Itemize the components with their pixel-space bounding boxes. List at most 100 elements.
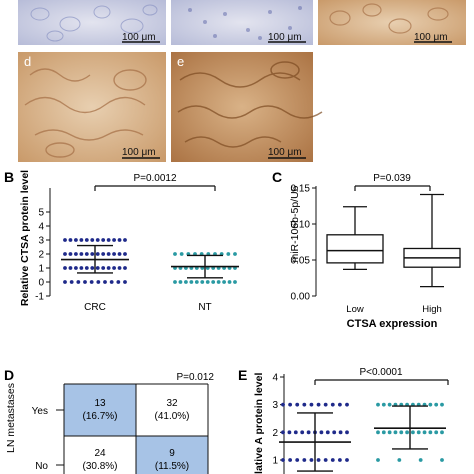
data-point bbox=[309, 458, 314, 462]
histology-image-a: 100 μm bbox=[18, 0, 166, 45]
data-point bbox=[281, 430, 285, 435]
data-point bbox=[330, 458, 335, 462]
data-point bbox=[337, 402, 342, 407]
c-xlabel: CTSA expression bbox=[347, 318, 438, 330]
data-point bbox=[376, 430, 380, 435]
data-point bbox=[281, 402, 285, 407]
data-point bbox=[428, 430, 433, 435]
data-point bbox=[416, 430, 421, 435]
box-iqr bbox=[326, 234, 384, 264]
data-point bbox=[397, 458, 402, 462]
e-y-tick-label: 1 bbox=[272, 456, 278, 467]
data-point bbox=[123, 266, 127, 270]
data-point bbox=[418, 458, 423, 462]
panel-letter-c: C bbox=[272, 169, 282, 185]
data-point bbox=[106, 238, 111, 242]
data-point bbox=[101, 266, 106, 270]
c-y-tick-label: 0.10 bbox=[291, 220, 311, 231]
panel-letter-d-table: D bbox=[4, 367, 14, 383]
data-point bbox=[95, 252, 100, 256]
b-y-tick-label: 2 bbox=[38, 250, 44, 261]
data-point bbox=[194, 280, 199, 284]
data-point bbox=[316, 458, 321, 462]
data-point bbox=[387, 402, 392, 407]
scale-bar-label: 100 μm bbox=[122, 32, 156, 43]
data-point bbox=[63, 266, 67, 270]
data-point bbox=[84, 252, 89, 256]
data-point bbox=[84, 238, 89, 242]
data-point bbox=[106, 252, 111, 256]
data-point bbox=[112, 266, 116, 270]
data-point bbox=[96, 280, 101, 284]
data-point bbox=[295, 402, 300, 407]
panel-c-chart: C miR-106b-5p/U6 0.00 0.05 0.10 0.15 P=0.03… bbox=[272, 169, 461, 330]
data-point bbox=[281, 458, 285, 462]
data-point bbox=[288, 458, 293, 462]
data-point bbox=[116, 280, 121, 284]
data-point bbox=[325, 430, 330, 435]
panel-letter-b: B bbox=[4, 169, 14, 185]
histology-image-b: 100 μm bbox=[171, 0, 313, 45]
data-point bbox=[319, 430, 324, 435]
b-y-tick-label: 4 bbox=[38, 222, 44, 233]
data-point bbox=[287, 430, 292, 435]
data-point bbox=[106, 266, 111, 270]
data-point bbox=[112, 252, 116, 256]
panel-e-chart: E Relative A protein level 1 2 3 4 P<0.0001 bbox=[238, 367, 449, 474]
data-point bbox=[288, 402, 293, 407]
panel-b-chart: B Relative CTSA protein level -1 0 1 2 3 4 5 P… bbox=[4, 169, 239, 313]
data-point bbox=[89, 280, 94, 284]
d-cell-yes-low bbox=[64, 384, 136, 436]
data-point bbox=[184, 280, 188, 284]
data-point bbox=[109, 280, 114, 284]
data-point bbox=[68, 252, 73, 256]
b-y-tick-label: 3 bbox=[38, 236, 44, 247]
b-xtick-crc: CRC bbox=[84, 302, 106, 313]
e-y-tick-label: 4 bbox=[272, 373, 278, 384]
data-point bbox=[376, 458, 380, 462]
data-point bbox=[123, 252, 127, 256]
d-cell-count: 24 bbox=[94, 448, 106, 459]
data-point bbox=[68, 238, 73, 242]
data-point bbox=[345, 402, 349, 407]
d-cell-count: 13 bbox=[94, 398, 106, 409]
data-point bbox=[434, 402, 439, 407]
e-marks bbox=[279, 402, 446, 472]
d-cell-no-high bbox=[136, 436, 208, 474]
b-p-value: P=0.0012 bbox=[133, 173, 177, 184]
data-point bbox=[381, 430, 386, 435]
data-point bbox=[83, 280, 87, 284]
data-point bbox=[434, 430, 439, 435]
data-point bbox=[211, 280, 216, 284]
d-cell-pct: (30.8%) bbox=[82, 461, 117, 472]
scale-bar-label: 100 μm bbox=[414, 32, 448, 43]
data-point bbox=[405, 430, 409, 435]
b-y-tick-label: 1 bbox=[38, 264, 44, 275]
d-cell-count: 9 bbox=[169, 448, 175, 459]
panel-letter-e-chart: E bbox=[238, 367, 247, 383]
data-point bbox=[222, 280, 226, 284]
data-point bbox=[323, 458, 328, 462]
c-y-tick-label: 0.15 bbox=[291, 184, 311, 195]
b-marks bbox=[61, 238, 239, 284]
data-point bbox=[309, 402, 314, 407]
scale-bar-label: 100 μm bbox=[268, 147, 302, 158]
data-point bbox=[205, 280, 210, 284]
data-point bbox=[338, 430, 343, 435]
data-point bbox=[306, 430, 311, 435]
d-cell-count: 32 bbox=[166, 398, 178, 409]
c-marks bbox=[326, 193, 461, 288]
data-point bbox=[103, 280, 107, 284]
data-point bbox=[332, 430, 337, 435]
e-y-tick-label: 2 bbox=[272, 428, 278, 439]
scale-bar-label: 100 μm bbox=[268, 32, 302, 43]
e-y-tick-label: 3 bbox=[272, 400, 278, 411]
e-p-value: P<0.0001 bbox=[359, 367, 403, 378]
data-point bbox=[74, 266, 78, 270]
data-point bbox=[189, 280, 194, 284]
d-cell-pct: (41.0%) bbox=[154, 411, 189, 422]
data-point bbox=[300, 430, 305, 435]
b-y-tick-label: 0 bbox=[38, 278, 44, 289]
scale-bar-label: 100 μm bbox=[122, 147, 156, 158]
